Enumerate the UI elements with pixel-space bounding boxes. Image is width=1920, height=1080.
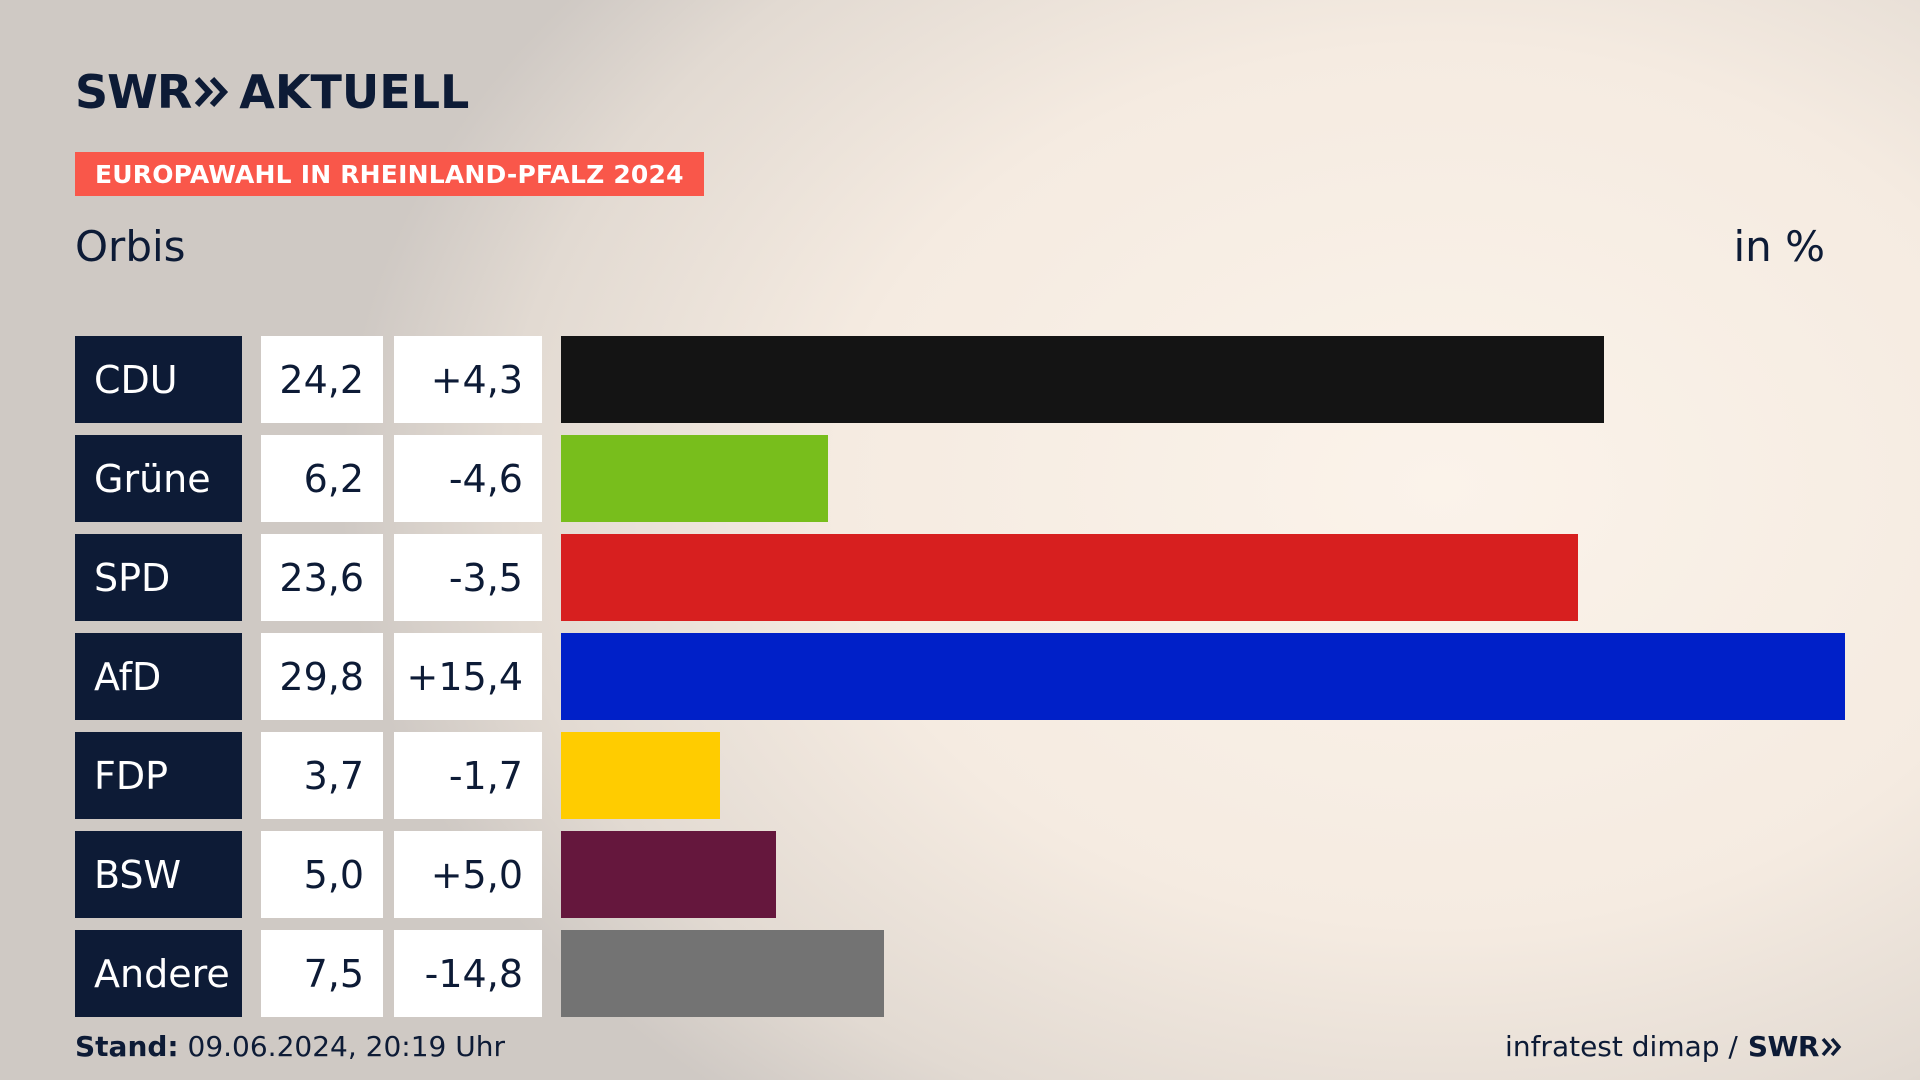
result-row: Andere 7,5 -14,8 (75, 930, 1845, 1017)
party-label: CDU (75, 336, 242, 423)
logo-aktuell-text: AKTUELL (239, 65, 470, 119)
stand-value: 09.06.2024, 20:19 Uhr (178, 1030, 505, 1063)
change-label: -1,7 (394, 732, 542, 819)
swr-aktuell-logo: SWR AKTUELL (75, 62, 469, 122)
result-bar (561, 633, 1845, 720)
party-label: SPD (75, 534, 242, 621)
double-chevron-small-icon (1821, 1036, 1843, 1058)
party-label: AfD (75, 633, 242, 720)
vote-share-label: 3,7 (261, 732, 383, 819)
stand-label: Stand: (75, 1030, 179, 1063)
change-label: +5,0 (394, 831, 542, 918)
change-label: -14,8 (394, 930, 542, 1017)
result-row: CDU 24,2 +4,3 (75, 336, 1845, 423)
party-label: Grüne (75, 435, 242, 522)
result-bar (561, 336, 1604, 423)
result-bar (561, 930, 884, 1017)
party-label: BSW (75, 831, 242, 918)
election-tag: EUROPAWAHL IN RHEINLAND-PFALZ 2024 (75, 152, 704, 196)
result-bar (561, 732, 720, 819)
location-title: Orbis (75, 222, 186, 271)
party-label: Andere (75, 930, 242, 1017)
change-label: +4,3 (394, 336, 542, 423)
result-row: FDP 3,7 -1,7 (75, 732, 1845, 819)
unit-label: in % (1733, 222, 1825, 271)
results-chart: CDU 24,2 +4,3 Grüne 6,2 -4,6 SPD 23,6 -3,5 AfD 29,… (75, 336, 1845, 1029)
party-label: FDP (75, 732, 242, 819)
source-credit: infratest dimap / SWR (1505, 1030, 1843, 1063)
vote-share-label: 23,6 (261, 534, 383, 621)
timestamp: Stand: 09.06.2024, 20:19 Uhr (75, 1030, 505, 1063)
double-chevron-icon (193, 73, 231, 111)
change-label: -3,5 (394, 534, 542, 621)
vote-share-label: 7,5 (261, 930, 383, 1017)
logo-swr-text: SWR (75, 65, 192, 119)
result-bar (561, 534, 1578, 621)
change-label: +15,4 (394, 633, 542, 720)
source-logo: SWR (1747, 1030, 1820, 1063)
vote-share-label: 6,2 (261, 435, 383, 522)
result-row: SPD 23,6 -3,5 (75, 534, 1845, 621)
change-label: -4,6 (394, 435, 542, 522)
source-text: infratest dimap / (1505, 1030, 1738, 1063)
result-row: Grüne 6,2 -4,6 (75, 435, 1845, 522)
result-bar (561, 435, 828, 522)
result-row: BSW 5,0 +5,0 (75, 831, 1845, 918)
vote-share-label: 5,0 (261, 831, 383, 918)
vote-share-label: 24,2 (261, 336, 383, 423)
result-bar (561, 831, 776, 918)
result-row: AfD 29,8 +15,4 (75, 633, 1845, 720)
vote-share-label: 29,8 (261, 633, 383, 720)
